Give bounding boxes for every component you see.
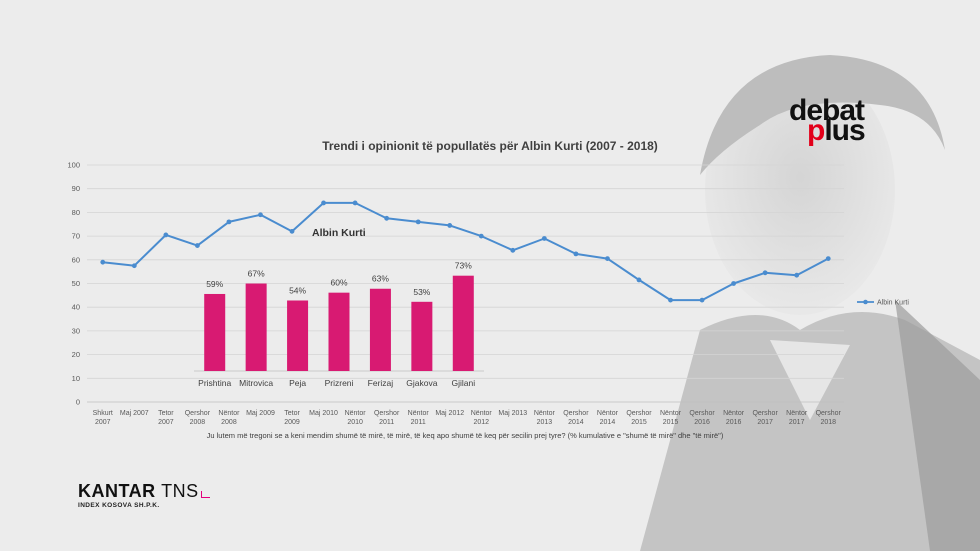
x-tick-label: Qershor 2018 (816, 410, 842, 426)
bar-category-label: Gjilani (451, 378, 475, 388)
bar (245, 283, 267, 371)
series-annotation: Albin Kurti (312, 227, 366, 239)
data-point (605, 256, 610, 262)
x-tick-label: Nëntor 2015 (660, 410, 682, 426)
y-tick-label: 60 (72, 255, 80, 264)
data-point (415, 219, 421, 225)
data-point (478, 233, 484, 239)
kantar-subtitle: INDEX KOSOVA SH.P.K. (78, 502, 160, 509)
y-tick-label: 90 (72, 184, 80, 193)
bar (287, 300, 309, 371)
data-point (731, 281, 737, 286)
bar (452, 275, 474, 371)
data-point (100, 259, 106, 265)
y-tick-label: 20 (72, 350, 80, 359)
debat-plus-logo: debat plus (789, 94, 866, 147)
y-tick-label: 10 (72, 374, 80, 383)
bar-category-label: Gjakova (406, 378, 437, 388)
x-tick-label: Nëntor 2011 (408, 410, 430, 426)
x-tick-label: Maj 2010 (309, 410, 338, 417)
x-tick-label: Nëntor 2012 (471, 410, 493, 426)
data-point (289, 228, 295, 234)
x-tick-label: Qershor 2011 (374, 410, 400, 426)
data-point (699, 297, 705, 303)
data-point (510, 247, 516, 253)
city-bar-chart: 59% Prishtina 67% Mitrovica 54% Peja 60% Prizre… (194, 261, 484, 388)
x-tick-label: Qershor 2014 (563, 410, 589, 426)
y-tick-label: 100 (67, 161, 80, 170)
legend-label: Albin Kurti (877, 300, 909, 307)
kantar-name: KANTAR (78, 481, 156, 501)
x-axis: Shkurt 2007 Maj 2007 Tetor 2007 Qershor 2008 Në… (93, 410, 842, 426)
y-axis: 0 10 20 30 40 50 60 70 80 90 100 (67, 161, 80, 407)
bar-value-label: 54% (289, 285, 306, 295)
y-tick-label: 70 (72, 232, 80, 241)
y-tick-label: 0 (76, 398, 80, 407)
kantar-tns: TNS (161, 481, 199, 501)
y-tick-label: 80 (72, 208, 80, 217)
bar-value-label: 63% (372, 274, 389, 284)
question-caption: Ju lutem më tregoni se a keni mendim shu… (207, 431, 724, 440)
data-point (163, 232, 169, 238)
bar-value-label: 59% (206, 279, 223, 289)
bar-value-label: 73% (455, 261, 472, 271)
data-point (573, 251, 579, 257)
data-point (194, 243, 200, 248)
bar-category-label: Peja (289, 378, 306, 388)
data-point (321, 200, 326, 206)
x-tick-label: Nëntor 2010 (345, 410, 367, 426)
x-tick-label: Qershor 2017 (752, 410, 778, 426)
x-tick-label: Maj 2012 (435, 410, 464, 417)
chart-title: Trendi i opinionit të popullatës për Alb… (322, 139, 658, 153)
x-tick-label: Nëntor 2008 (218, 410, 240, 426)
data-point (794, 272, 800, 278)
legend: Albin Kurti (857, 300, 909, 307)
x-tick-label: Maj 2009 (246, 410, 275, 417)
data-point (226, 219, 232, 225)
data-point (352, 200, 358, 206)
x-tick-label: Qershor 2015 (626, 410, 652, 426)
kantar-arrow-icon (200, 491, 210, 498)
data-point (384, 215, 390, 221)
x-tick-label: Qershor 2016 (689, 410, 715, 426)
x-tick-label: Maj 2007 (120, 410, 149, 417)
x-tick-label: Nëntor 2014 (597, 410, 619, 426)
bar-value-label: 67% (248, 269, 265, 279)
trend-line-series (100, 200, 831, 303)
data-point (762, 270, 768, 276)
bar (369, 288, 391, 371)
bar (328, 292, 350, 371)
bar (204, 293, 226, 371)
data-point (825, 256, 831, 262)
bar-value-label: 53% (413, 287, 430, 297)
x-tick-label: Tetor 2009 (284, 410, 300, 426)
x-tick-label: Qershor 2008 (185, 410, 211, 426)
x-tick-label: Maj 2013 (498, 410, 527, 417)
y-tick-label: 40 (72, 303, 80, 312)
bar-value-label: 60% (330, 278, 347, 288)
data-point (447, 223, 453, 228)
series-line (102, 201, 829, 302)
bar (411, 301, 433, 371)
data-point (636, 277, 642, 283)
data-point (258, 212, 263, 218)
bar-category-label: Prishtina (198, 378, 231, 388)
legend-swatch-marker (863, 299, 868, 305)
x-tick-label: Shkurt 2007 (93, 410, 113, 426)
data-point (668, 297, 673, 303)
x-tick-label: Nëntor 2013 (534, 410, 556, 426)
x-tick-label: Nëntor 2016 (723, 410, 745, 426)
x-tick-label: Tetor 2007 (158, 410, 174, 426)
data-point (541, 236, 547, 241)
y-tick-label: 30 (72, 326, 80, 335)
kantar-tns-logo: KANTAR TNS INDEX KOSOVA SH.P.K. (78, 481, 210, 509)
y-tick-label: 50 (72, 279, 80, 288)
data-point (131, 263, 137, 269)
bar-category-label: Mitrovica (239, 378, 273, 388)
x-tick-label: Nëntor 2017 (786, 410, 808, 426)
bar-category-label: Prizreni (325, 378, 354, 388)
bar-category-label: Ferizaj (368, 378, 394, 388)
